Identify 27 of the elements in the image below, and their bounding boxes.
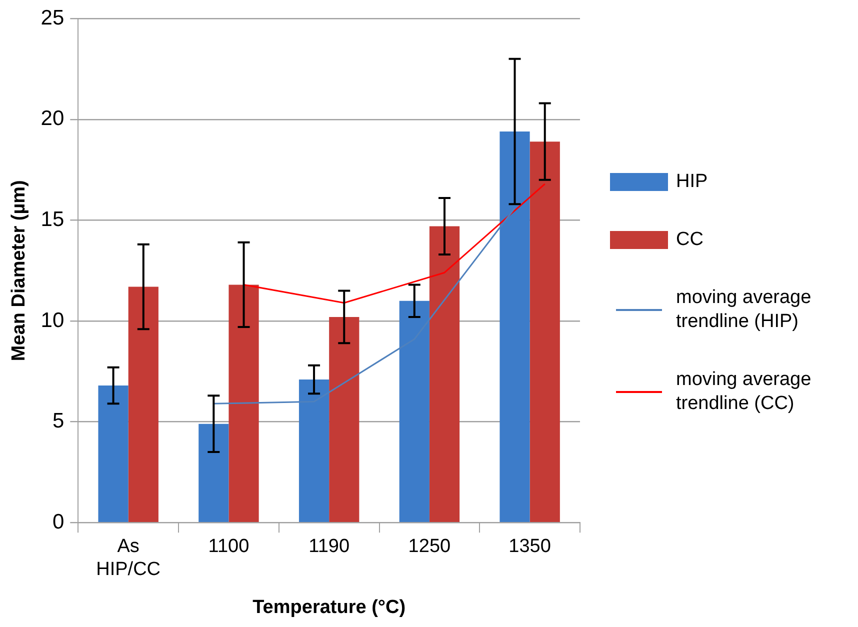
legend-label: moving average trendline (CC) xyxy=(676,368,812,416)
bar xyxy=(429,226,460,522)
bar xyxy=(329,316,360,522)
x-tick-label: 1350 xyxy=(508,536,551,558)
x-axis-title: Temperature (°C) xyxy=(252,596,406,618)
legend-label: CC xyxy=(676,228,704,252)
y-axis-title: Mean Diameter (µm) xyxy=(8,180,30,362)
bar xyxy=(128,286,158,522)
x-tick-label: 1250 xyxy=(408,536,451,558)
bar xyxy=(399,300,430,522)
x-tick-label: 1100 xyxy=(208,536,250,558)
x-tick-label: As HIP/CC xyxy=(96,536,161,580)
bar xyxy=(500,131,530,522)
y-tick-label: 10 xyxy=(40,308,64,332)
legend-label: moving average trendline (HIP) xyxy=(676,286,812,334)
bar xyxy=(98,386,128,522)
bar xyxy=(298,379,330,522)
y-tick-label: 5 xyxy=(52,410,64,433)
legend-label: HIP xyxy=(676,170,709,194)
bar xyxy=(530,142,560,522)
x-tick-label: 1190 xyxy=(308,536,350,558)
y-tick-label: 25 xyxy=(40,6,64,30)
bar xyxy=(228,284,259,522)
bar xyxy=(198,424,229,522)
y-tick-label: 0 xyxy=(52,510,64,534)
y-tick-label: 15 xyxy=(40,208,64,231)
y-tick-label: 20 xyxy=(40,107,64,130)
